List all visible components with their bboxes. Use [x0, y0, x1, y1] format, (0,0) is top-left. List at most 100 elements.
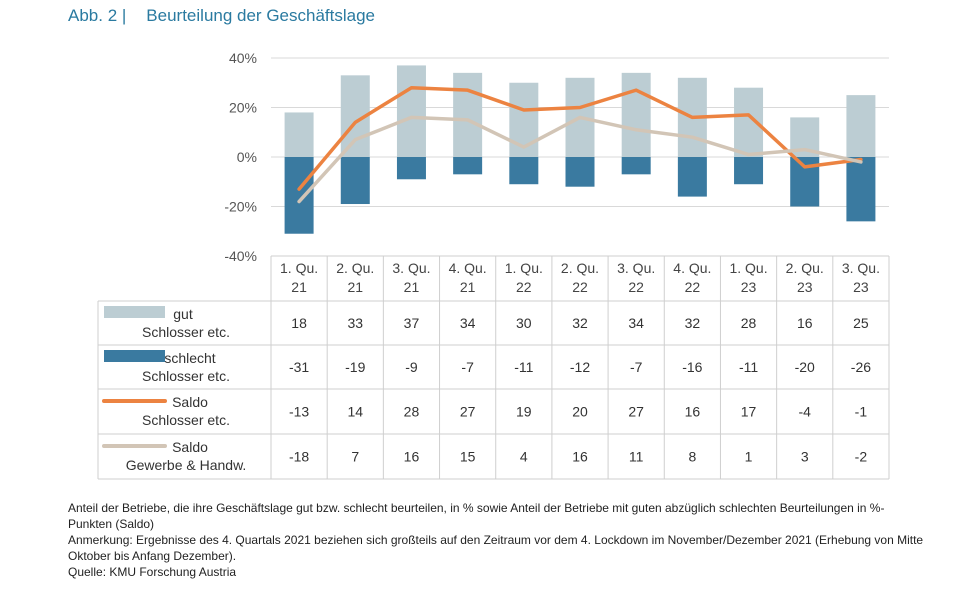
x-tick-label: 3. Qu. — [392, 260, 430, 276]
data-label: 27 — [460, 404, 476, 420]
legend-label: Gewerbe & Handw. — [126, 457, 247, 473]
data-label: -20 — [795, 359, 815, 375]
data-label: 15 — [460, 449, 476, 465]
x-tick-label: 21 — [347, 279, 363, 295]
legend-label: schlecht — [164, 350, 215, 366]
x-tick-label: 4. Qu. — [449, 260, 487, 276]
data-label: 37 — [404, 315, 420, 331]
data-label: -26 — [851, 359, 871, 375]
x-tick-label: 1. Qu. — [505, 260, 543, 276]
chart: -40% -20% 0% 20% 40% 1. Qu. 21 2. Qu. 21 3. Qu. 21… — [97, 50, 890, 480]
data-label: -18 — [289, 449, 309, 465]
bar-schlecht — [509, 157, 539, 185]
bar-schlecht — [846, 157, 876, 222]
x-tick-label: 22 — [572, 279, 588, 295]
data-label: -7 — [461, 359, 474, 375]
y-tick-label: -40% — [224, 248, 257, 264]
data-label: 32 — [685, 315, 701, 331]
bar-schlecht — [734, 157, 764, 185]
note-remark: Anmerkung: Ergebnisse des 4. Quartals 20… — [68, 533, 924, 563]
x-tick-label: 22 — [685, 279, 701, 295]
y-tick-label: 20% — [229, 100, 257, 116]
line-series-1 — [297, 85, 863, 191]
data-label: 28 — [741, 315, 757, 331]
data-label: 17 — [741, 404, 757, 420]
bar-gut — [509, 82, 539, 157]
legend-label: Schlosser etc. — [142, 412, 230, 428]
legend-label: Saldo — [172, 394, 208, 410]
x-tick-label: 1. Qu. — [280, 260, 318, 276]
data-label: 3 — [801, 449, 809, 465]
bar-schlecht — [340, 157, 370, 205]
bar-gut — [846, 95, 876, 157]
data-label: 32 — [572, 315, 588, 331]
legend-label: Saldo — [172, 439, 208, 455]
bar-schlecht — [284, 157, 314, 234]
data-label: -11 — [514, 359, 533, 375]
y-tick-label: 40% — [229, 50, 257, 66]
data-label: 1 — [745, 449, 753, 465]
data-label: -19 — [345, 359, 365, 375]
x-tick-label: 21 — [460, 279, 476, 295]
notes: Anteil der Betriebe, die ihre Geschäftsl… — [68, 500, 928, 580]
data-label: 28 — [404, 404, 420, 420]
data-label: 11 — [629, 449, 644, 465]
x-tick-label: 22 — [628, 279, 644, 295]
bar-schlecht — [565, 157, 595, 187]
data-label: 33 — [347, 315, 363, 331]
legend-label: Schlosser etc. — [142, 368, 230, 384]
x-tick-label: 23 — [853, 279, 869, 295]
legend-swatch — [104, 306, 165, 318]
bar-schlecht — [453, 157, 483, 175]
data-label: -4 — [799, 404, 812, 420]
data-label: 16 — [797, 315, 813, 331]
x-tick-label: 2. Qu. — [786, 260, 824, 276]
figure-title-text: Beurteilung der Geschäftslage — [146, 6, 375, 25]
x-tick-label: 21 — [404, 279, 420, 295]
bar-gut — [284, 112, 314, 157]
data-label: 34 — [460, 315, 476, 331]
x-tick-label: 2. Qu. — [336, 260, 374, 276]
data-label: 20 — [572, 404, 588, 420]
y-tick-label: -20% — [224, 199, 257, 215]
data-label: 27 — [628, 404, 644, 420]
x-tick-label: 3. Qu. — [617, 260, 655, 276]
legend-label: gut — [173, 306, 193, 322]
bar-schlecht — [677, 157, 707, 197]
x-tick-label: 1. Qu. — [729, 260, 767, 276]
data-label: 30 — [516, 315, 532, 331]
legend-label: Schlosser etc. — [142, 324, 230, 340]
bar-gut — [621, 72, 651, 157]
data-label: -12 — [570, 359, 590, 375]
line-series-2 — [297, 115, 863, 204]
data-label: 25 — [853, 315, 869, 331]
data-label: -11 — [739, 359, 758, 375]
data-label: -2 — [855, 449, 868, 465]
bar-schlecht — [396, 157, 426, 180]
data-label: -7 — [630, 359, 643, 375]
bar-schlecht — [621, 157, 651, 175]
data-label: -31 — [289, 359, 309, 375]
note-description: Anteil der Betriebe, die ihre Geschäftsl… — [68, 501, 885, 531]
data-label: 19 — [516, 404, 532, 420]
x-tick-label: 23 — [741, 279, 757, 295]
x-tick-label: 23 — [797, 279, 813, 295]
data-label: -9 — [405, 359, 418, 375]
x-tick-label: 22 — [516, 279, 532, 295]
x-tick-label: 3. Qu. — [842, 260, 880, 276]
data-label: 16 — [572, 449, 588, 465]
data-label: 7 — [351, 449, 359, 465]
figure-label: Abb. 2 | — [68, 6, 127, 25]
x-tick-label: 21 — [291, 279, 307, 295]
data-label: 16 — [404, 449, 420, 465]
data-label: -1 — [855, 404, 868, 420]
x-tick-label: 2. Qu. — [561, 260, 599, 276]
data-label: 18 — [291, 315, 307, 331]
note-source: Quelle: KMU Forschung Austria — [68, 565, 237, 579]
data-label: 8 — [688, 449, 696, 465]
figure-title: Abb. 2 | Beurteilung der Geschäftslage — [68, 6, 375, 26]
data-label: 4 — [520, 449, 528, 465]
bar-gut — [396, 65, 426, 157]
data-label: 14 — [347, 404, 363, 420]
data-label: 16 — [685, 404, 701, 420]
